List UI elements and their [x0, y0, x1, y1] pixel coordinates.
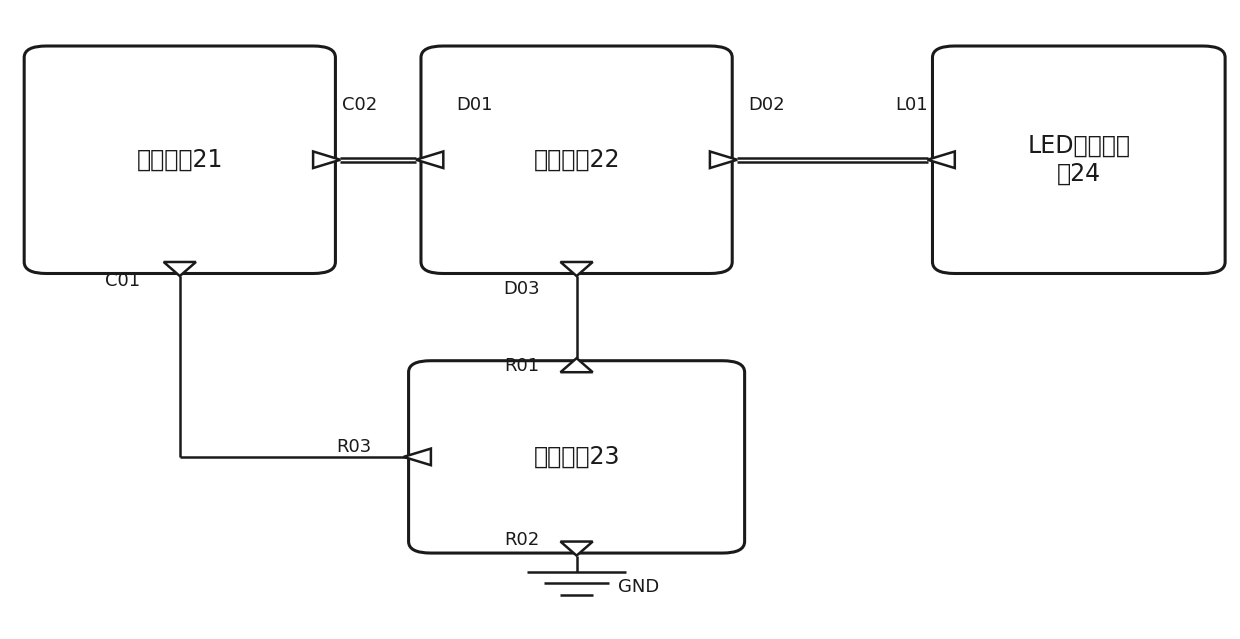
- Text: C01: C01: [105, 272, 140, 290]
- FancyBboxPatch shape: [409, 360, 744, 553]
- Text: 电阻模块23: 电阻模块23: [533, 445, 620, 469]
- Text: GND: GND: [618, 578, 658, 596]
- Polygon shape: [417, 151, 444, 168]
- Polygon shape: [560, 358, 593, 372]
- FancyBboxPatch shape: [24, 46, 335, 273]
- FancyBboxPatch shape: [422, 46, 732, 273]
- Text: D02: D02: [748, 96, 785, 114]
- Text: D03: D03: [502, 280, 539, 298]
- Text: R02: R02: [505, 531, 539, 549]
- Polygon shape: [709, 151, 737, 168]
- Text: C02: C02: [342, 96, 377, 114]
- Text: LED背光源模
块24: LED背光源模 块24: [1027, 134, 1131, 186]
- Polygon shape: [560, 542, 593, 556]
- Polygon shape: [928, 151, 955, 168]
- Text: R03: R03: [337, 438, 372, 456]
- Polygon shape: [164, 262, 196, 276]
- Text: 驱动模块22: 驱动模块22: [533, 148, 620, 172]
- Polygon shape: [560, 262, 593, 276]
- Text: R01: R01: [505, 357, 539, 374]
- FancyBboxPatch shape: [932, 46, 1225, 273]
- Polygon shape: [312, 151, 340, 168]
- Polygon shape: [404, 449, 432, 465]
- Text: L01: L01: [895, 96, 928, 114]
- Text: D01: D01: [456, 96, 494, 114]
- Text: 控制模块21: 控制模块21: [136, 148, 223, 172]
